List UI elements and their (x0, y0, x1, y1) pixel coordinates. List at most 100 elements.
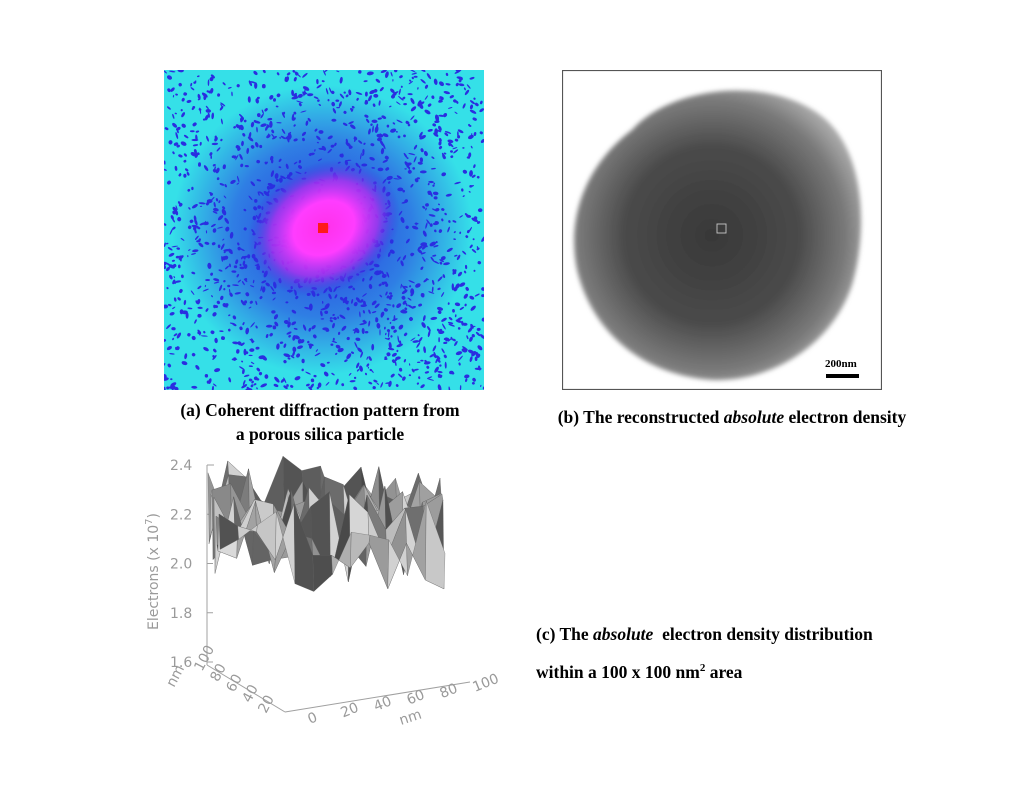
speckle (214, 368, 221, 373)
speckle (437, 373, 441, 378)
speckle (390, 71, 393, 77)
speckle (447, 139, 454, 144)
speckle (441, 348, 445, 354)
speckle (194, 80, 197, 83)
speckle (172, 122, 178, 128)
speckle (380, 70, 387, 73)
speckle (212, 355, 217, 360)
speckle (200, 335, 208, 337)
surface-facet (425, 500, 446, 590)
speckle (458, 362, 461, 366)
speckle (464, 374, 470, 379)
speckle (437, 370, 443, 374)
z-tick-label: 1.8 (170, 606, 192, 622)
speckle (262, 70, 266, 74)
speckle (439, 364, 442, 367)
speckle (420, 70, 426, 72)
z-tick-label: 2.4 (170, 458, 192, 474)
speckle (474, 102, 479, 107)
diffraction-pattern-image (164, 70, 484, 390)
speckle (166, 324, 171, 330)
speckle (479, 100, 483, 105)
speckle (471, 174, 476, 178)
speckle (214, 337, 218, 344)
speckle (456, 317, 463, 321)
speckle (427, 376, 433, 380)
speckle (166, 287, 169, 290)
speckle (431, 95, 435, 99)
x-tick-label: 0 (306, 710, 320, 728)
z-axis-ticks: 1.6 1.8 2.0 2.2 2.4 (170, 458, 213, 671)
speckle (183, 299, 187, 306)
speckle (458, 355, 463, 361)
speckle (449, 95, 454, 99)
speckle (398, 88, 401, 96)
speckle (242, 379, 246, 386)
speckle (469, 170, 473, 177)
speckle (170, 382, 177, 387)
speckle (209, 77, 214, 82)
speckle (468, 152, 472, 158)
x-tick-label: 60 (405, 687, 428, 709)
speckle (423, 346, 426, 354)
speckle (468, 124, 472, 127)
speckle (324, 70, 329, 73)
speckle (458, 83, 465, 87)
speckle (168, 140, 173, 145)
x-tick-label: 40 (372, 693, 395, 715)
speckle (473, 97, 476, 100)
speckle (465, 286, 469, 291)
speckle (437, 359, 441, 363)
speckle (323, 70, 326, 76)
speckle (165, 242, 169, 245)
speckle (455, 70, 462, 72)
surface-facet (368, 535, 389, 589)
speckle (181, 112, 186, 118)
speckle (454, 138, 459, 142)
speckle (294, 376, 301, 381)
speckle (467, 327, 473, 333)
speckle (420, 384, 425, 389)
speckle (447, 107, 453, 109)
speckle (455, 351, 463, 356)
speckle (448, 316, 453, 321)
speckle (203, 330, 206, 334)
speckle (416, 382, 420, 385)
speckle (203, 346, 209, 352)
speckle (164, 242, 166, 247)
speckle (395, 356, 401, 360)
speckle (256, 387, 258, 390)
speckle (248, 365, 253, 368)
speckle (220, 103, 224, 109)
speckle (411, 72, 418, 75)
speckle (466, 335, 469, 340)
speckle (462, 147, 465, 149)
speckle (286, 384, 289, 387)
speckle (164, 363, 166, 367)
speckle (424, 95, 429, 100)
x-tick-label: 20 (339, 700, 362, 722)
speckle (172, 337, 175, 341)
speckle (396, 101, 401, 105)
speckle (264, 374, 269, 379)
speckle (450, 336, 453, 341)
speckle (464, 89, 470, 96)
speckle (176, 129, 179, 134)
speckle (464, 303, 467, 307)
particle-shape (574, 90, 862, 381)
speckle (358, 70, 362, 74)
speckle (410, 106, 417, 112)
speckle (441, 317, 447, 322)
speckle (243, 374, 250, 377)
speckle (452, 338, 456, 342)
speckle (443, 354, 447, 359)
speckle (184, 353, 188, 360)
speckle (420, 78, 426, 84)
speckle (207, 79, 210, 86)
speckle (407, 93, 413, 96)
speckle (258, 371, 263, 376)
speckle (390, 373, 395, 378)
speckle (413, 75, 418, 78)
speckle (172, 94, 175, 98)
z-axis-label: Electrons (x 107) (144, 513, 162, 630)
